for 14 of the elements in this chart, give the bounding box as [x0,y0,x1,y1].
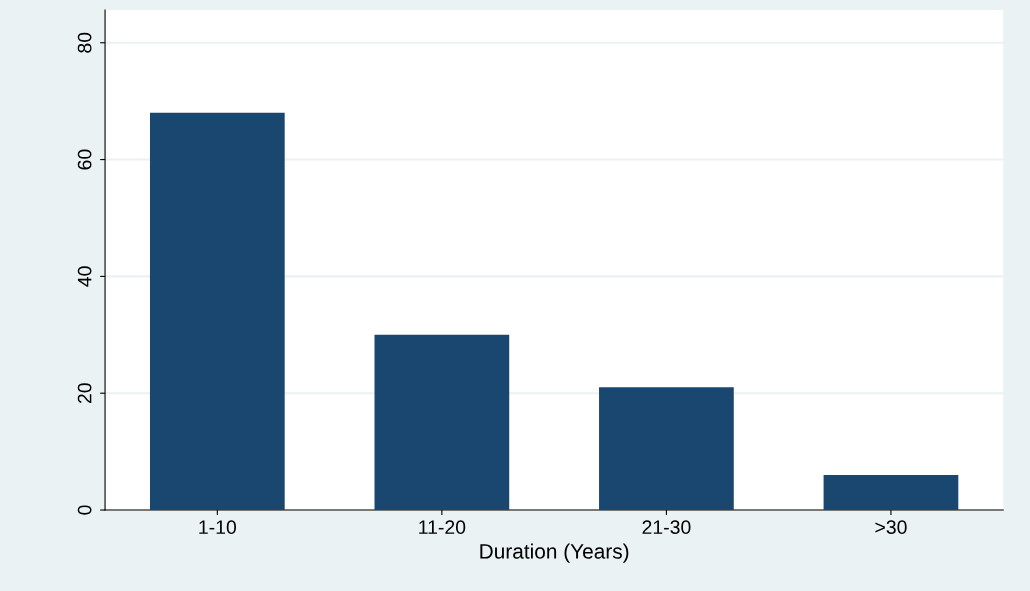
x-tick-label: 1-10 [199,520,237,535]
y-tick-label: 0 [77,505,92,515]
y-tick-label: 20 [77,383,92,404]
bar [374,334,510,511]
y-tick-label: 60 [77,149,92,170]
x-axis-title: Duration (Years) [480,543,629,563]
x-tick-label: 11-20 [419,520,466,535]
bar [599,387,734,511]
y-tick-label: 40 [77,266,92,287]
bar [823,474,959,511]
x-tick-label: >30 [875,520,907,535]
bar [149,112,285,511]
y-tick-label: 80 [77,32,92,53]
x-tick-label: 21-30 [642,520,691,535]
